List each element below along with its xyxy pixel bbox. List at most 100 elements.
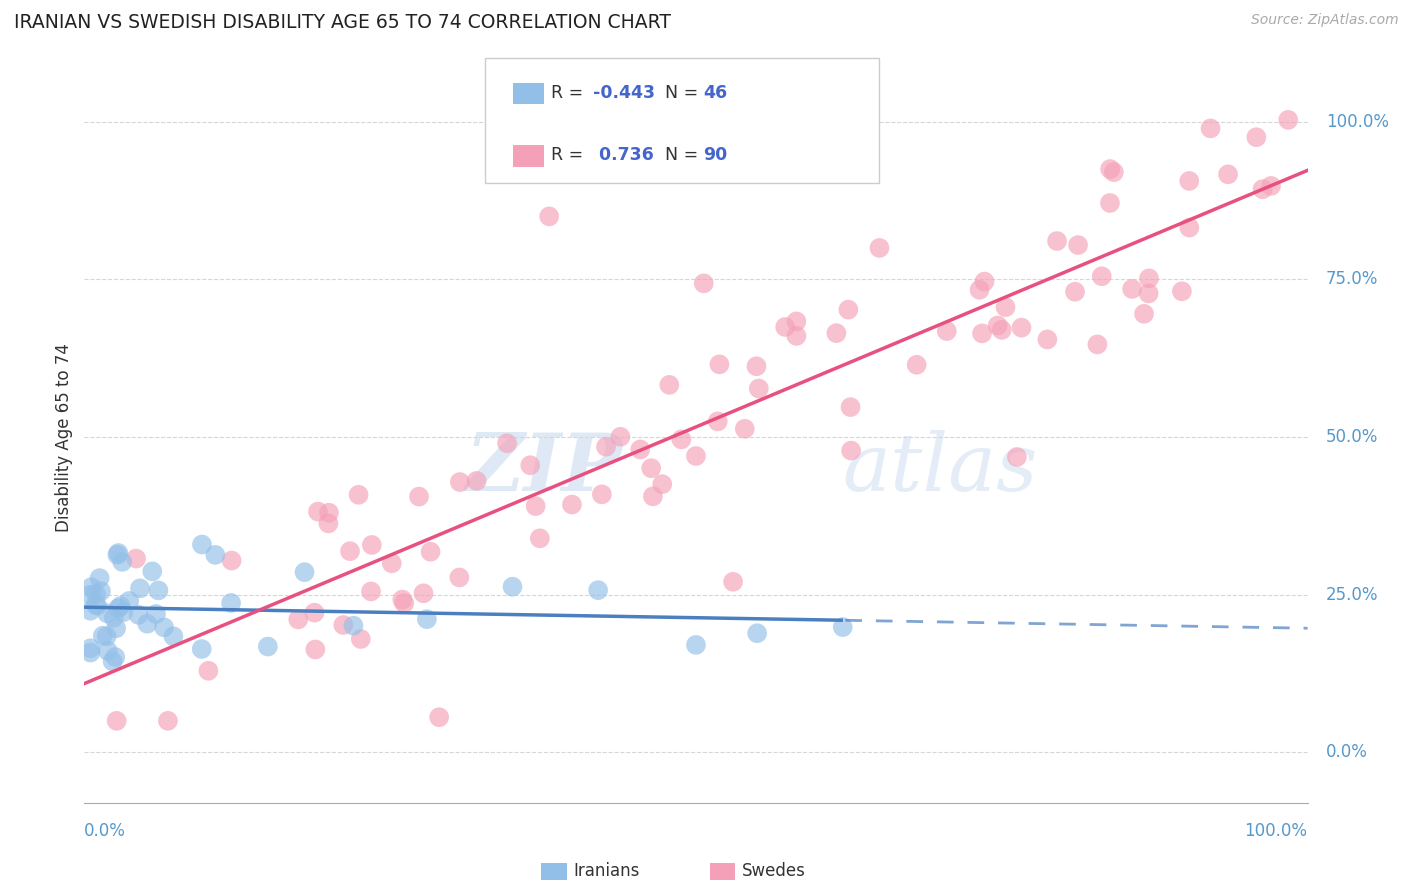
Point (706, 414, 728, 428)
Point (1216, 167, 1239, 181)
Point (257, 640, 280, 654)
Point (145, 607, 167, 621)
Point (641, 489, 664, 503)
Point (465, 474, 488, 488)
Point (595, 440, 617, 454)
Point (304, 642, 326, 657)
Point (101, 654, 124, 668)
Point (84, 587, 107, 601)
Point (1121, 282, 1143, 296)
Point (785, 314, 807, 328)
Point (837, 302, 859, 317)
Point (97, 644, 120, 658)
Point (1246, 130, 1268, 145)
Point (748, 382, 770, 396)
Point (1099, 161, 1122, 176)
Point (111, 555, 134, 569)
Point (107, 601, 129, 615)
Point (412, 586, 434, 600)
Point (609, 430, 631, 444)
Point (318, 506, 340, 520)
Point (148, 583, 170, 598)
Point (105, 621, 128, 635)
Point (839, 400, 862, 414)
Text: IRANIAN VS SWEDISH DISABILITY AGE 65 TO 74 CORRELATION CHART: IRANIAN VS SWEDISH DISABILITY AGE 65 TO … (14, 13, 671, 32)
Point (360, 538, 382, 552)
Point (118, 594, 141, 608)
Point (197, 664, 219, 678)
Point (1064, 285, 1087, 299)
Point (1251, 182, 1274, 196)
Point (785, 329, 807, 343)
Point (1087, 337, 1109, 351)
Point (408, 490, 430, 504)
Point (350, 632, 373, 646)
Point (1098, 196, 1121, 211)
Point (1102, 165, 1125, 179)
Point (839, 443, 862, 458)
Point (658, 377, 681, 392)
Point (1067, 238, 1090, 252)
Point (129, 582, 152, 596)
Point (162, 629, 184, 643)
Point (1091, 269, 1114, 284)
Point (79, 588, 101, 602)
Point (1133, 307, 1156, 321)
Point (628, 442, 651, 457)
Point (519, 458, 541, 473)
Point (191, 537, 214, 551)
Text: 90: 90 (703, 146, 727, 164)
Point (651, 477, 673, 491)
Text: 25.0%: 25.0% (1326, 586, 1378, 604)
Point (685, 449, 707, 463)
Point (1137, 271, 1160, 285)
Point (561, 498, 583, 512)
Point (347, 488, 370, 502)
Point (1046, 234, 1069, 248)
Point (1137, 286, 1160, 301)
Point (307, 505, 329, 519)
Point (107, 546, 129, 560)
Point (973, 275, 995, 289)
Point (332, 618, 354, 632)
Point (294, 565, 316, 579)
Point (1178, 220, 1201, 235)
Point (1171, 285, 1194, 299)
Text: 100.0%: 100.0% (1244, 822, 1308, 839)
Text: 50.0%: 50.0% (1326, 428, 1378, 446)
Point (391, 592, 413, 607)
Point (1005, 450, 1028, 464)
Text: Iranians: Iranians (574, 863, 640, 880)
Point (991, 323, 1014, 337)
Text: 0.0%: 0.0% (84, 822, 127, 839)
Point (427, 710, 450, 724)
Text: ZIP: ZIP (465, 430, 623, 508)
Text: 100.0%: 100.0% (1326, 112, 1389, 131)
Point (773, 320, 796, 334)
Y-axis label: Disability Age 65 to 74: Disability Age 65 to 74 (55, 343, 73, 532)
Point (79, 604, 101, 618)
Point (219, 596, 242, 610)
Point (141, 565, 163, 579)
Point (91, 629, 114, 643)
Point (969, 283, 991, 297)
Point (287, 612, 309, 626)
Point (342, 618, 364, 632)
Point (1260, 178, 1282, 193)
Point (538, 210, 561, 224)
Point (640, 461, 662, 475)
Point (524, 499, 547, 513)
Point (1036, 333, 1059, 347)
Point (449, 475, 471, 489)
Point (105, 714, 128, 728)
Point (153, 620, 176, 634)
Point (825, 326, 848, 340)
Point (96, 629, 118, 643)
Point (89, 571, 111, 585)
Text: atlas: atlas (842, 430, 1038, 508)
Point (935, 324, 957, 338)
Point (104, 650, 127, 665)
Point (419, 545, 441, 559)
Point (449, 570, 471, 584)
Point (496, 436, 519, 450)
